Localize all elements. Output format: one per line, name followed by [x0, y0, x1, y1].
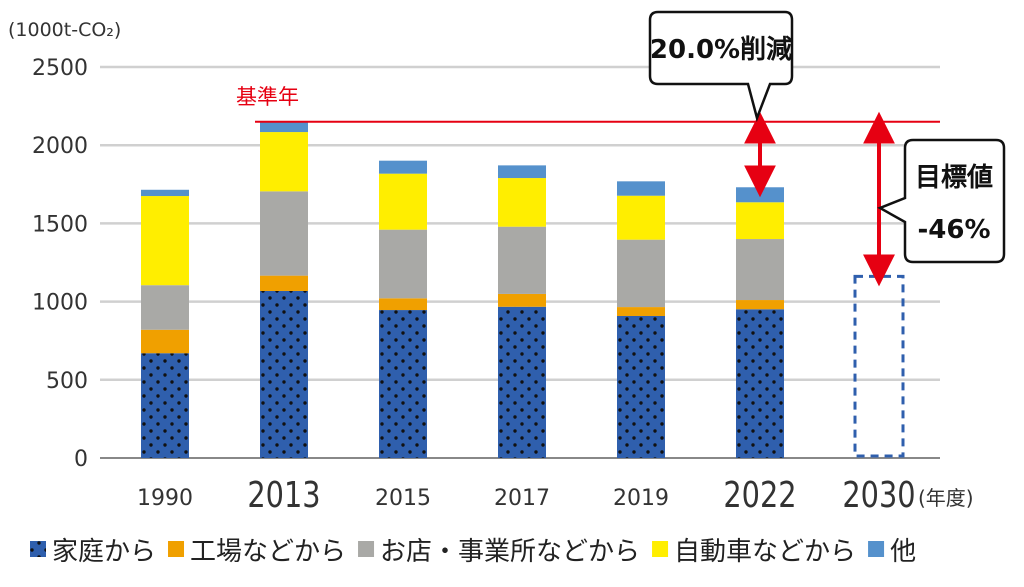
bar-segment-3	[260, 132, 308, 192]
legend-swatch	[30, 541, 46, 557]
x-tick-label: 1990	[137, 486, 193, 511]
bar-segment-3	[736, 202, 784, 240]
legend-item: 家庭から	[30, 537, 156, 567]
y-tick-label: 1000	[32, 291, 88, 316]
bar-segment-3	[498, 178, 546, 227]
bar-segment-4	[379, 160, 427, 174]
legend-swatch	[868, 541, 885, 557]
target-callout-text: 目標値	[915, 163, 993, 193]
bar-segment-1	[736, 300, 784, 310]
legend-item: 工場などから	[168, 537, 346, 567]
bar-segment-3	[141, 196, 189, 286]
legend-item: お店・事業所などから	[358, 537, 640, 567]
legend-label: 他	[890, 537, 916, 567]
legend-label: 工場などから	[190, 537, 346, 567]
bar-segment-4	[736, 187, 784, 203]
bar-segment-4	[617, 181, 665, 196]
bar-segment-4	[260, 121, 308, 133]
baseline-label: 基準年	[236, 85, 299, 109]
bar-segment-2	[141, 285, 189, 330]
bar-segment-2	[736, 239, 784, 301]
y-tick-label: 500	[46, 369, 88, 394]
y-axis-label: (1000t-CO₂)	[8, 19, 121, 41]
target-bar	[853, 274, 905, 458]
legend-item: 自動車などから	[652, 537, 856, 567]
bar-segment-1	[141, 329, 189, 354]
bar-segment-1	[617, 307, 665, 316]
bar-segment-1	[379, 298, 427, 311]
bar-segment-2	[260, 191, 308, 276]
x-tick-label: 2013	[247, 474, 320, 516]
y-tick-label: 2500	[32, 56, 88, 81]
bar-segment-0	[617, 315, 665, 458]
target-callout-value: -46%	[917, 215, 990, 245]
bar-segment-0	[379, 310, 427, 458]
x-tick-label: 2015	[375, 486, 431, 511]
legend-label: お店・事業所などから	[380, 537, 640, 567]
y-tick-label: 1500	[32, 212, 88, 237]
legend-swatch	[652, 541, 669, 557]
x-tick-label: 2030	[842, 474, 915, 516]
x-axis-label: (年度)	[918, 486, 974, 510]
y-tick-label: 0	[74, 447, 88, 472]
bar-segment-3	[617, 195, 665, 240]
x-tick-label: 2022	[723, 474, 796, 516]
target-callout	[877, 138, 1006, 264]
bar-segment-2	[617, 239, 665, 308]
bar-segment-0	[498, 306, 546, 458]
reduction-callout	[648, 10, 794, 123]
legend-swatch	[358, 541, 375, 557]
reduction-callout-text: 20.0%削減	[650, 35, 792, 65]
legend-label: 家庭から	[52, 537, 156, 567]
bar-segment-1	[498, 293, 546, 307]
bar-segment-0	[736, 309, 784, 458]
legend-item: 他	[868, 537, 916, 567]
x-tick-label: 2019	[613, 486, 669, 511]
legend-swatch	[168, 541, 185, 557]
bar-segment-4	[141, 189, 189, 197]
bar-segment-2	[498, 226, 546, 294]
bar-segment-0	[141, 353, 189, 458]
bar-segment-0	[260, 290, 308, 458]
x-tick-label: 2017	[494, 486, 550, 511]
y-tick-label: 2000	[32, 134, 88, 159]
bar-segment-3	[379, 173, 427, 230]
legend-label: 自動車などから	[674, 537, 856, 567]
bar-segment-1	[260, 275, 308, 291]
bar-segment-2	[379, 229, 427, 299]
bar-segment-4	[498, 165, 546, 179]
